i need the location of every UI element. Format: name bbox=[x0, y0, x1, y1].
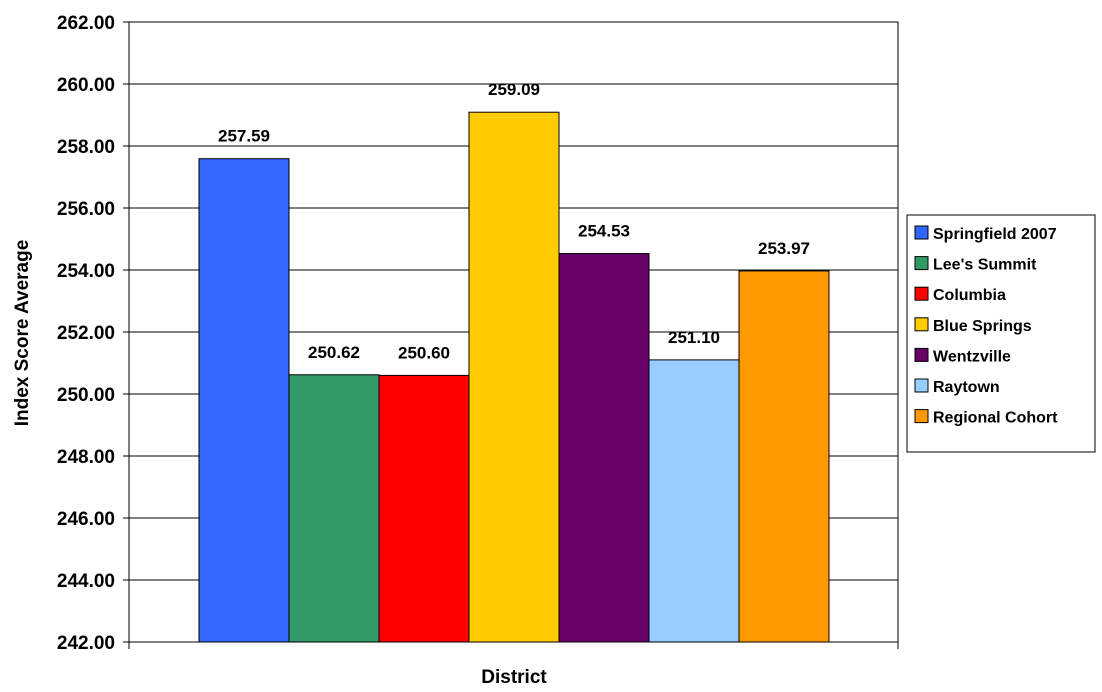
y-tick-label: 244.00 bbox=[57, 571, 115, 592]
bar-raytown bbox=[648, 359, 740, 643]
data-label: 253.97 bbox=[758, 239, 810, 258]
bar-blue-springs bbox=[468, 111, 560, 643]
legend: Springfield 2007 Lee's Summit Columbia Blue… bbox=[906, 214, 1096, 453]
y-axis-title: Index Score Average bbox=[12, 240, 33, 427]
legend-label: Springfield 2007 bbox=[933, 226, 1057, 243]
data-labels: 257.59 250.62 250.60 259.09 254.53 251.10 253.… bbox=[218, 80, 810, 362]
legend-swatch bbox=[914, 378, 929, 393]
legend-swatch bbox=[914, 286, 929, 301]
y-tick-label: 242.00 bbox=[57, 633, 115, 654]
legend-swatch bbox=[914, 409, 929, 424]
bar-lee-s-summit bbox=[288, 374, 380, 643]
data-label: 250.60 bbox=[398, 343, 450, 362]
legend-label: Lee's Summit bbox=[933, 257, 1037, 274]
x-axis-title: District bbox=[481, 667, 547, 688]
legend-swatch bbox=[914, 317, 929, 332]
data-label: 250.62 bbox=[308, 343, 360, 362]
data-label: 257.59 bbox=[218, 127, 270, 146]
data-label: 254.53 bbox=[578, 222, 630, 241]
legend-label: Raytown bbox=[933, 379, 1000, 396]
bar-springfield-2007 bbox=[198, 158, 290, 643]
legend-swatch bbox=[914, 225, 929, 240]
legend-swatch bbox=[914, 256, 929, 271]
legend-swatch bbox=[914, 347, 929, 362]
data-label: 259.09 bbox=[488, 80, 540, 99]
legend-box bbox=[906, 214, 1096, 453]
y-tick-label: 248.00 bbox=[57, 447, 115, 468]
data-label: 251.10 bbox=[668, 328, 720, 347]
y-tick-label: 254.00 bbox=[57, 261, 115, 282]
legend-label: Blue Springs bbox=[933, 318, 1032, 335]
legend-label: Regional Cohort bbox=[933, 410, 1058, 427]
y-tick-label: 258.00 bbox=[57, 137, 115, 158]
bar-columbia bbox=[378, 374, 470, 643]
y-axis-ticks: 242.00 244.00 246.00 248.00 250.00 252.00 254.… bbox=[57, 13, 899, 654]
legend-label: Wentzville bbox=[933, 348, 1011, 365]
bars bbox=[198, 111, 830, 643]
y-tick-label: 250.00 bbox=[57, 385, 115, 406]
y-tick-label: 252.00 bbox=[57, 323, 115, 344]
y-tick-label: 246.00 bbox=[57, 509, 115, 530]
y-tick-label: 256.00 bbox=[57, 199, 115, 220]
bar-regional-cohort bbox=[738, 270, 830, 643]
y-tick-label: 262.00 bbox=[57, 13, 115, 34]
legend-label: Columbia bbox=[933, 287, 1006, 304]
bar-wentzville bbox=[558, 253, 650, 643]
y-tick-label: 260.00 bbox=[57, 75, 115, 96]
